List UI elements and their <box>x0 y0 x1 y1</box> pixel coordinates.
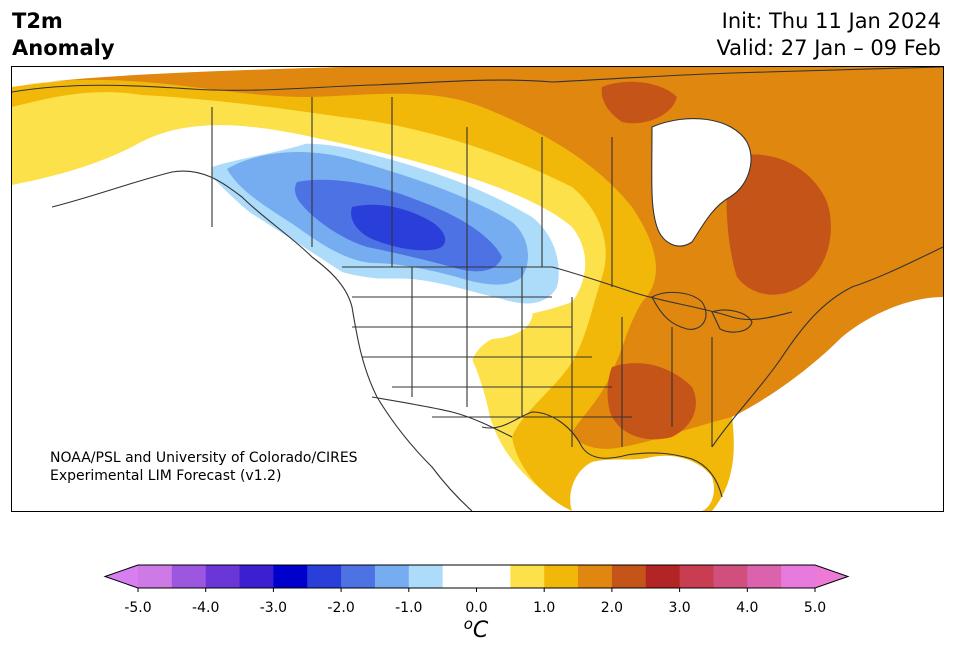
colorbar-segment <box>645 565 681 588</box>
anomaly-map: NOAA/PSL and University of Colorado/CIRE… <box>11 66 944 512</box>
title-line-anomaly: Anomaly <box>12 36 115 60</box>
title-line-variable: T2m <box>12 9 63 33</box>
us-mexico-border <box>371 396 513 438</box>
colorbar-tick-label: -2.0 <box>327 600 354 616</box>
colorbar-segment <box>510 565 545 588</box>
colorbar-segment <box>713 565 748 588</box>
colorbar-segment <box>578 565 613 588</box>
great-lakes <box>651 291 753 333</box>
anomaly-neutral-northwest <box>12 128 312 217</box>
anomaly-rust-southeast <box>607 363 696 440</box>
colorbar-segment <box>138 565 173 588</box>
credit-line-org: NOAA/PSL and University of Colorado/CIRE… <box>50 450 358 466</box>
colorbar-segment <box>374 565 410 588</box>
colorbar-segment <box>307 565 342 588</box>
anomaly-rust-north <box>601 81 677 124</box>
anomaly-deep-blue <box>351 204 446 251</box>
us-canada-border <box>342 266 793 321</box>
colorbar-segment <box>408 565 444 588</box>
colorbar-unit-label: oC <box>464 615 489 643</box>
coastline-west <box>51 170 473 511</box>
colorbar-segment <box>341 565 376 588</box>
colorbar-tick-label: -1.0 <box>395 600 422 616</box>
colorbar-tick-label: 1.0 <box>533 600 555 616</box>
valid-date: Valid: 27 Jan – 09 Feb <box>716 36 941 60</box>
map-borders <box>12 67 943 511</box>
gulf-of-mexico <box>570 455 714 511</box>
anomaly-neutral-southwest <box>312 272 533 511</box>
data-credit: NOAA/PSL and University of Colorado/CIRE… <box>50 449 358 485</box>
init-date: Init: Thu 11 Jan 2024 <box>721 9 941 33</box>
coastline-arctic <box>12 67 943 93</box>
colorbar-segment <box>781 565 816 588</box>
colorbar-segment <box>544 565 579 588</box>
colorbar-segment <box>239 565 274 588</box>
us-state-borders <box>352 267 713 447</box>
map-canvas <box>12 67 943 511</box>
forecast-dates: Init: Thu 11 Jan 2024 Valid: 27 Jan – 09… <box>716 8 941 62</box>
credit-line-model: Experimental LIM Forecast (v1.2) <box>50 468 282 484</box>
colorbar-extend-low <box>105 565 138 588</box>
anomaly-fill <box>12 67 943 511</box>
colorbar-tick-label: 4.0 <box>736 600 758 616</box>
colorbar-tick-label: -3.0 <box>260 600 287 616</box>
coastline-east <box>711 246 943 448</box>
colorbar-tick-label: 2.0 <box>601 600 623 616</box>
colorbar-tick-label: -4.0 <box>192 600 219 616</box>
colorbar-tick-label: 3.0 <box>668 600 690 616</box>
atlantic-ocean <box>712 297 943 511</box>
colorbar-extend-high <box>815 565 848 588</box>
colorbar-segment <box>273 565 308 588</box>
colorbar-canvas: -5.0 -4.0 -3.0 -2.0 -1.0 0.0 1.0 2.0 3.0 4.0 5.0 oC <box>103 564 850 643</box>
colorbar-tick-label: -5.0 <box>124 600 151 616</box>
colorbar-segment <box>679 565 714 588</box>
hudson-bay <box>651 118 751 247</box>
colorbar-segment <box>205 565 241 588</box>
colorbar-tick-label: 5.0 <box>804 600 826 616</box>
colorbar-segment <box>611 565 647 588</box>
map-title: T2m Anomaly <box>12 8 115 62</box>
hudson-bay-shore <box>651 118 752 247</box>
colorbar-segment <box>442 565 477 588</box>
colorbar-tick-label: 0.0 <box>465 600 487 616</box>
canada-province-borders <box>211 97 613 287</box>
colorbar: -5.0 -4.0 -3.0 -2.0 -1.0 0.0 1.0 2.0 3.0 4.0 5.0 oC <box>0 560 953 656</box>
colorbar-segment <box>747 565 782 588</box>
colorbar-segment <box>171 565 207 588</box>
pacific-ocean <box>12 177 338 511</box>
colorbar-segment <box>476 565 511 588</box>
anomaly-rust-quebec <box>726 154 831 295</box>
coastline-gulf <box>481 411 723 498</box>
